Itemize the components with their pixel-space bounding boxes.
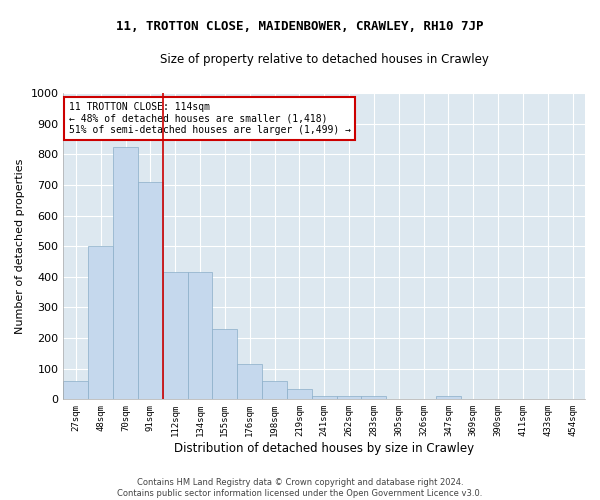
Bar [138, 182, 163, 400]
Bar [64, 381, 88, 400]
Bar [163, 272, 188, 400]
Text: 11 TROTTON CLOSE: 114sqm
← 48% of detached houses are smaller (1,418)
51% of sem: 11 TROTTON CLOSE: 114sqm ← 48% of detach… [68, 102, 350, 136]
Bar [262, 381, 287, 400]
X-axis label: Distribution of detached houses by size in Crawley: Distribution of detached houses by size … [174, 442, 474, 455]
Bar [188, 272, 212, 400]
Y-axis label: Number of detached properties: Number of detached properties [15, 158, 25, 334]
Bar [237, 364, 262, 400]
Bar [287, 389, 312, 400]
Bar [337, 396, 361, 400]
Bar [312, 396, 337, 400]
Bar [212, 329, 237, 400]
Text: 11, TROTTON CLOSE, MAIDENBOWER, CRAWLEY, RH10 7JP: 11, TROTTON CLOSE, MAIDENBOWER, CRAWLEY,… [116, 20, 484, 33]
Bar [361, 396, 386, 400]
Bar [436, 396, 461, 400]
Bar [88, 246, 113, 400]
Bar [113, 146, 138, 400]
Text: Contains HM Land Registry data © Crown copyright and database right 2024.
Contai: Contains HM Land Registry data © Crown c… [118, 478, 482, 498]
Title: Size of property relative to detached houses in Crawley: Size of property relative to detached ho… [160, 52, 488, 66]
